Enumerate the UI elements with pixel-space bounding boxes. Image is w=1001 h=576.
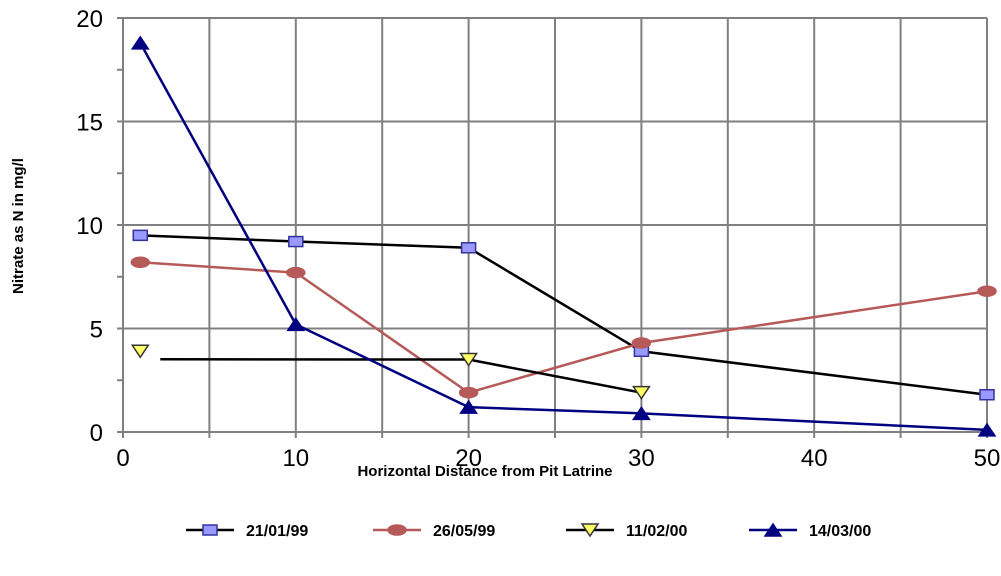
x-axis-title: Horizontal Distance from Pit Latrine <box>357 463 612 480</box>
data-point <box>459 352 479 367</box>
data-point <box>979 388 995 401</box>
legend-item: 21/01/99 <box>186 523 308 540</box>
data-point <box>631 385 651 401</box>
data-point <box>130 35 150 50</box>
legend-label: 26/05/99 <box>433 523 495 540</box>
legend-marker <box>202 524 218 536</box>
y-tick-label: 0 <box>90 420 103 447</box>
data-point <box>631 337 652 349</box>
legend: 21/01/99 26/05/99 11/02/00 14/03/00 <box>186 522 871 540</box>
series-line <box>140 261 988 395</box>
y-tick-label: 20 <box>76 6 103 33</box>
data-point <box>458 386 479 399</box>
legend-marker <box>763 522 783 537</box>
series-2 <box>130 344 651 401</box>
data-point <box>459 399 479 414</box>
x-tick-label: 20 <box>455 445 482 472</box>
x-tick-label: 30 <box>628 445 655 472</box>
series-line <box>140 234 988 396</box>
legend-label: 14/03/00 <box>809 523 871 540</box>
grid-lines <box>123 17 988 432</box>
y-tick-label: 5 <box>90 317 103 344</box>
legend-marker <box>387 524 407 536</box>
x-tick-label: 0 <box>116 445 129 472</box>
data-point <box>288 235 304 248</box>
legend-item: 26/05/99 <box>373 523 495 540</box>
series <box>130 35 997 437</box>
data-point <box>286 266 306 279</box>
legend-label: 21/01/99 <box>246 523 308 540</box>
data-point <box>286 317 306 332</box>
data-point <box>130 344 150 359</box>
y-axis-title: Nitrate as N in mg/l <box>10 158 27 294</box>
y-tick-label: 15 <box>76 110 103 137</box>
legend-item: 11/02/00 <box>566 523 688 540</box>
series-line <box>139 42 988 432</box>
x-tick-label: 50 <box>974 445 1001 472</box>
axes <box>117 17 988 438</box>
data-point <box>631 406 651 421</box>
data-point <box>130 256 151 269</box>
x-tick-label: 10 <box>282 445 309 472</box>
data-point <box>977 422 997 437</box>
x-tick-label: 40 <box>801 445 828 472</box>
series-3 <box>130 35 997 437</box>
legend-item: 14/03/00 <box>749 522 871 540</box>
series-0 <box>132 229 995 401</box>
series-1 <box>130 256 997 399</box>
data-point <box>132 229 149 242</box>
tick-labels: 0 10 20 30 40 50 0 5 10 15 20 <box>76 6 1000 472</box>
y-tick-label: 10 <box>76 213 103 240</box>
data-point <box>460 242 477 254</box>
data-point <box>977 285 997 297</box>
legend-marker <box>580 523 600 538</box>
legend-label: 11/02/00 <box>626 523 688 540</box>
